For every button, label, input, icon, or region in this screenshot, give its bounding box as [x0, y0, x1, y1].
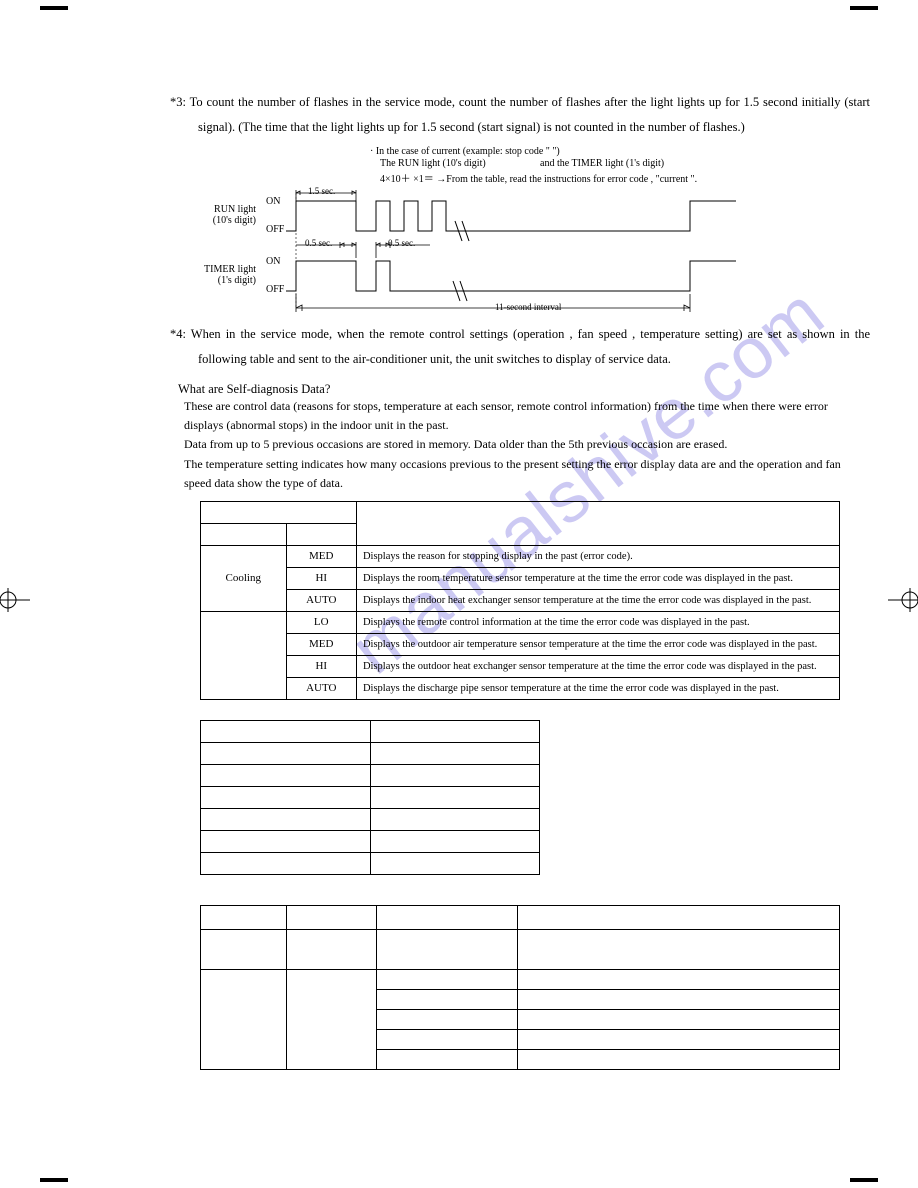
- table-row: [201, 808, 540, 830]
- table-row: [201, 764, 540, 786]
- table-cell: [201, 501, 357, 523]
- table-row: HI Displays the outdoor heat exchanger s…: [201, 655, 840, 677]
- selfdiag-p1a: These are control data (reasons for stop…: [184, 399, 517, 413]
- desc-cell: Displays the remote control information …: [356, 611, 839, 633]
- fan-cell: MED: [286, 633, 356, 655]
- table-cell: [201, 929, 287, 969]
- table-row: [201, 852, 540, 874]
- desc-cell: Displays the discharge pipe sensor tempe…: [356, 677, 839, 699]
- table-row: AUTO Displays the discharge pipe sensor …: [201, 677, 840, 699]
- note-4-c: , fan speed: [569, 327, 632, 341]
- table-cell: [286, 929, 377, 969]
- table-cell: [377, 905, 518, 929]
- table-cell: [286, 523, 356, 545]
- table-row: [201, 905, 840, 929]
- desc-cell: Displays the room temperature sensor tem…: [356, 567, 839, 589]
- table-row: LO Displays the remote control informati…: [201, 611, 840, 633]
- settings-table: Cooling MED Displays the reason for stop…: [200, 501, 840, 700]
- table-cell: [370, 742, 540, 764]
- fan-cell: AUTO: [286, 677, 356, 699]
- op-cell-2: [201, 611, 287, 699]
- note-4-b: remote control settings (operation: [390, 327, 570, 341]
- desc-cell: Displays the outdoor heat exchanger sens…: [356, 655, 839, 677]
- table-row: HI Displays the room temperature sensor …: [201, 567, 840, 589]
- table-row: [201, 830, 540, 852]
- table-row: [201, 929, 840, 969]
- selfdiag-p3: The temperature setting indicates how ma…: [184, 455, 870, 493]
- selfdiag-p2: Data from up to 5 previous occasions are…: [184, 435, 870, 454]
- table-cell: [370, 852, 540, 874]
- crop-mark: [850, 6, 878, 10]
- desc-cell: Displays the indoor heat exchanger senso…: [356, 589, 839, 611]
- table-cell: [370, 808, 540, 830]
- table-row: [201, 720, 540, 742]
- table-cell: [201, 969, 287, 1069]
- table-cell: [201, 720, 371, 742]
- table-cell: [370, 720, 540, 742]
- note-4-a: When in the service mode, when the: [191, 327, 390, 341]
- table-cell: [201, 786, 371, 808]
- table-cell: [377, 1029, 518, 1049]
- page-content: *3: To count the number of flashes in th…: [170, 90, 870, 1070]
- table-cell: [517, 969, 839, 989]
- crop-mark: [40, 6, 68, 10]
- crop-mark: [40, 1178, 68, 1182]
- note-4-label: *4:: [170, 327, 191, 341]
- temperature-table: [200, 720, 540, 875]
- selfdiag-heading: What are Self-diagnosis Data?: [178, 382, 870, 397]
- desc-cell: Displays the outdoor air temperature sen…: [356, 633, 839, 655]
- op-cell: Cooling: [201, 545, 287, 611]
- table-cell: [517, 1029, 839, 1049]
- table-cell: [370, 830, 540, 852]
- table-row: Cooling MED Displays the reason for stop…: [201, 545, 840, 567]
- table-cell: [286, 969, 377, 1069]
- fan-cell: AUTO: [286, 589, 356, 611]
- table-cell: [377, 989, 518, 1009]
- table-row: [201, 969, 840, 989]
- table-cell: [377, 1009, 518, 1029]
- fan-cell: MED: [286, 545, 356, 567]
- selfdiag-p1: These are control data (reasons for stop…: [184, 397, 870, 435]
- table-cell: [201, 830, 371, 852]
- table-cell: [517, 989, 839, 1009]
- table-cell: [356, 501, 839, 545]
- table-cell: [377, 969, 518, 989]
- table-row: [201, 501, 840, 523]
- table-row: [201, 742, 540, 764]
- table-cell: [377, 1049, 518, 1069]
- note-3-label: *3:: [170, 95, 190, 109]
- fan-cell: HI: [286, 655, 356, 677]
- registration-mark-right: [888, 586, 918, 614]
- note-3-text: To count the number of flashes in the se…: [190, 95, 870, 134]
- table-cell: [201, 852, 371, 874]
- table-cell: [201, 905, 287, 929]
- desc-cell: Displays the reason for stopping display…: [356, 545, 839, 567]
- fan-cell: HI: [286, 567, 356, 589]
- table-cell: [201, 764, 371, 786]
- table-cell: [377, 929, 518, 969]
- timing-svg: [200, 146, 760, 316]
- table-cell: [286, 905, 377, 929]
- fan-cell: LO: [286, 611, 356, 633]
- table-cell: [517, 905, 839, 929]
- table-cell: [517, 1049, 839, 1069]
- table-row: MED Displays the outdoor air temperature…: [201, 633, 840, 655]
- note-4: *4: When in the service mode, when the r…: [170, 322, 870, 372]
- table-row: AUTO Displays the indoor heat exchanger …: [201, 589, 840, 611]
- table-cell: [370, 764, 540, 786]
- table-cell: [517, 1009, 839, 1029]
- note-3: *3: To count the number of flashes in th…: [170, 90, 870, 140]
- table-cell: [201, 742, 371, 764]
- table-cell: [201, 523, 287, 545]
- registration-mark-left: [0, 586, 30, 614]
- crop-mark: [850, 1178, 878, 1182]
- table-row: [201, 786, 540, 808]
- table-cell: [517, 929, 839, 969]
- table-cell: [370, 786, 540, 808]
- remote-info-table: [200, 905, 840, 1070]
- timing-diagram: · In the case of current (example: stop …: [200, 146, 760, 316]
- table-cell: [201, 808, 371, 830]
